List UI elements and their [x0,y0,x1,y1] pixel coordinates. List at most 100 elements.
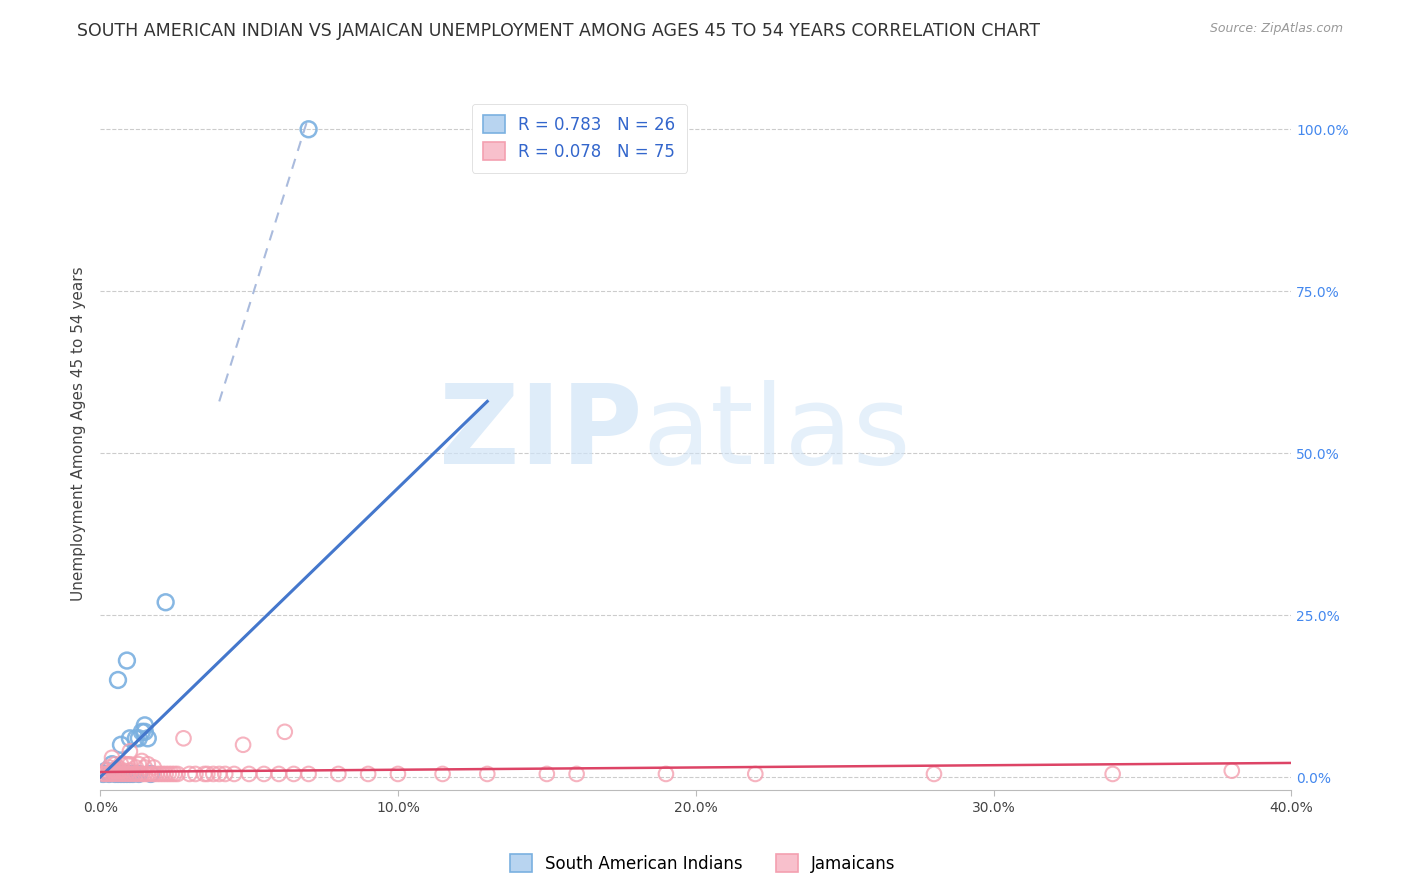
Point [110,767,132,781]
Point [112,764,135,778]
Point [107,764,129,778]
Point [134,718,156,732]
Point [134,724,156,739]
Point [160,767,183,781]
Point [101,767,124,781]
Point [110,757,132,772]
Point [134,767,156,781]
Point [118,767,141,781]
Point [94,767,117,781]
Point [118,744,141,758]
Point [125,731,148,746]
Point [202,767,225,781]
Point [104,757,127,772]
Point [118,731,141,746]
Point [149,767,172,781]
Point [125,767,148,781]
Point [1101,767,1123,781]
Point [155,595,177,609]
Point [107,673,129,687]
Point [357,767,380,781]
Point [91,767,114,781]
Point [208,767,231,781]
Point [136,731,159,746]
Point [214,767,236,781]
Point [115,757,138,772]
Point [145,767,167,781]
Point [142,760,165,774]
Point [112,767,135,781]
Point [94,764,117,778]
Point [122,767,145,781]
Point [157,767,180,781]
Point [283,767,305,781]
Point [128,767,150,781]
Text: ZIP: ZIP [439,380,643,487]
Point [744,767,766,781]
Point [134,760,156,774]
Point [128,757,150,772]
Point [91,767,114,781]
Point [115,767,138,781]
Point [267,767,290,781]
Point [110,764,132,778]
Point [94,764,117,778]
Point [477,767,499,781]
Text: atlas: atlas [643,380,911,487]
Point [118,757,141,772]
Point [179,767,201,781]
Point [655,767,678,781]
Point [115,654,138,668]
Legend: South American Indians, Jamaicans: South American Indians, Jamaicans [503,847,903,880]
Point [232,738,254,752]
Point [118,767,141,781]
Point [274,724,297,739]
Point [98,767,121,781]
Point [101,750,124,764]
Point [128,731,150,746]
Point [104,767,127,781]
Point [122,767,145,781]
Y-axis label: Unemployment Among Ages 45 to 54 years: Unemployment Among Ages 45 to 54 years [72,267,86,601]
Point [110,767,132,781]
Point [101,757,124,772]
Point [104,764,127,778]
Point [139,767,162,781]
Point [112,767,135,781]
Point [297,767,319,781]
Point [110,738,132,752]
Point [184,767,207,781]
Point [387,767,409,781]
Point [136,757,159,772]
Point [253,767,276,781]
Point [1220,764,1243,778]
Legend: R = 0.783   N = 26, R = 0.078   N = 75: R = 0.783 N = 26, R = 0.078 N = 75 [472,103,688,172]
Point [118,764,141,778]
Point [125,760,148,774]
Point [104,764,127,778]
Text: Source: ZipAtlas.com: Source: ZipAtlas.com [1209,22,1343,36]
Point [131,767,153,781]
Point [136,767,159,781]
Point [107,767,129,781]
Point [565,767,588,781]
Point [155,767,177,781]
Point [297,122,319,136]
Point [166,767,188,781]
Point [101,764,124,778]
Point [173,731,195,746]
Point [142,767,165,781]
Point [163,767,186,781]
Point [195,767,218,781]
Point [131,724,153,739]
Point [152,767,174,781]
Text: SOUTH AMERICAN INDIAN VS JAMAICAN UNEMPLOYMENT AMONG AGES 45 TO 54 YEARS CORRELA: SOUTH AMERICAN INDIAN VS JAMAICAN UNEMPL… [77,22,1040,40]
Point [922,767,945,781]
Point [107,767,129,781]
Point [107,760,129,774]
Point [238,767,260,781]
Point [224,767,246,781]
Point [328,767,350,781]
Point [193,767,215,781]
Point [536,767,558,781]
